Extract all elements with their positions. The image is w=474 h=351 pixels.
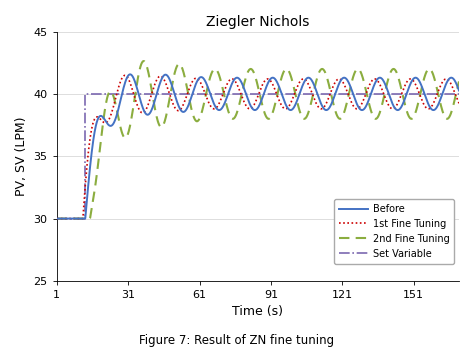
2nd Fine Tuning [141, 59, 146, 63]
Before [54, 217, 60, 221]
2nd Fine Tuning [330, 102, 336, 106]
1st Fine Tuning [217, 100, 223, 104]
2nd Fine Tuning [217, 75, 223, 79]
Before [217, 108, 223, 112]
1st Fine Tuning [54, 217, 60, 221]
2nd Fine Tuning [54, 217, 60, 221]
Before [95, 117, 100, 121]
Set Variable [456, 92, 462, 96]
1st Fine Tuning [375, 79, 381, 84]
Before [368, 92, 374, 96]
Line: Before: Before [57, 74, 459, 219]
Before [375, 77, 381, 81]
X-axis label: Time (s): Time (s) [232, 305, 283, 318]
1st Fine Tuning [95, 115, 100, 119]
Line: Set Variable: Set Variable [57, 94, 459, 219]
Before [127, 72, 133, 77]
Set Variable [82, 217, 88, 221]
Line: 2nd Fine Tuning: 2nd Fine Tuning [57, 61, 459, 219]
Before [456, 88, 462, 93]
Text: Figure 7: Result of ZN fine tuning: Figure 7: Result of ZN fine tuning [139, 335, 335, 347]
Before [231, 78, 237, 82]
2nd Fine Tuning [231, 116, 237, 120]
1st Fine Tuning [330, 84, 336, 88]
Legend: Before, 1st Fine Tuning, 2nd Fine Tuning, Set Variable: Before, 1st Fine Tuning, 2nd Fine Tuning… [334, 199, 454, 264]
2nd Fine Tuning [95, 165, 100, 169]
Set Variable [82, 92, 88, 96]
2nd Fine Tuning [456, 79, 462, 84]
1st Fine Tuning [231, 78, 237, 82]
Title: Ziegler Nichols: Ziegler Nichols [206, 15, 310, 29]
1st Fine Tuning [368, 80, 374, 85]
Y-axis label: PV, SV (LPM): PV, SV (LPM) [15, 117, 28, 196]
1st Fine Tuning [122, 73, 128, 78]
2nd Fine Tuning [368, 108, 374, 112]
Line: 1st Fine Tuning: 1st Fine Tuning [57, 75, 459, 219]
1st Fine Tuning [456, 101, 462, 105]
Set Variable [54, 217, 60, 221]
2nd Fine Tuning [375, 114, 381, 119]
Before [330, 97, 336, 101]
